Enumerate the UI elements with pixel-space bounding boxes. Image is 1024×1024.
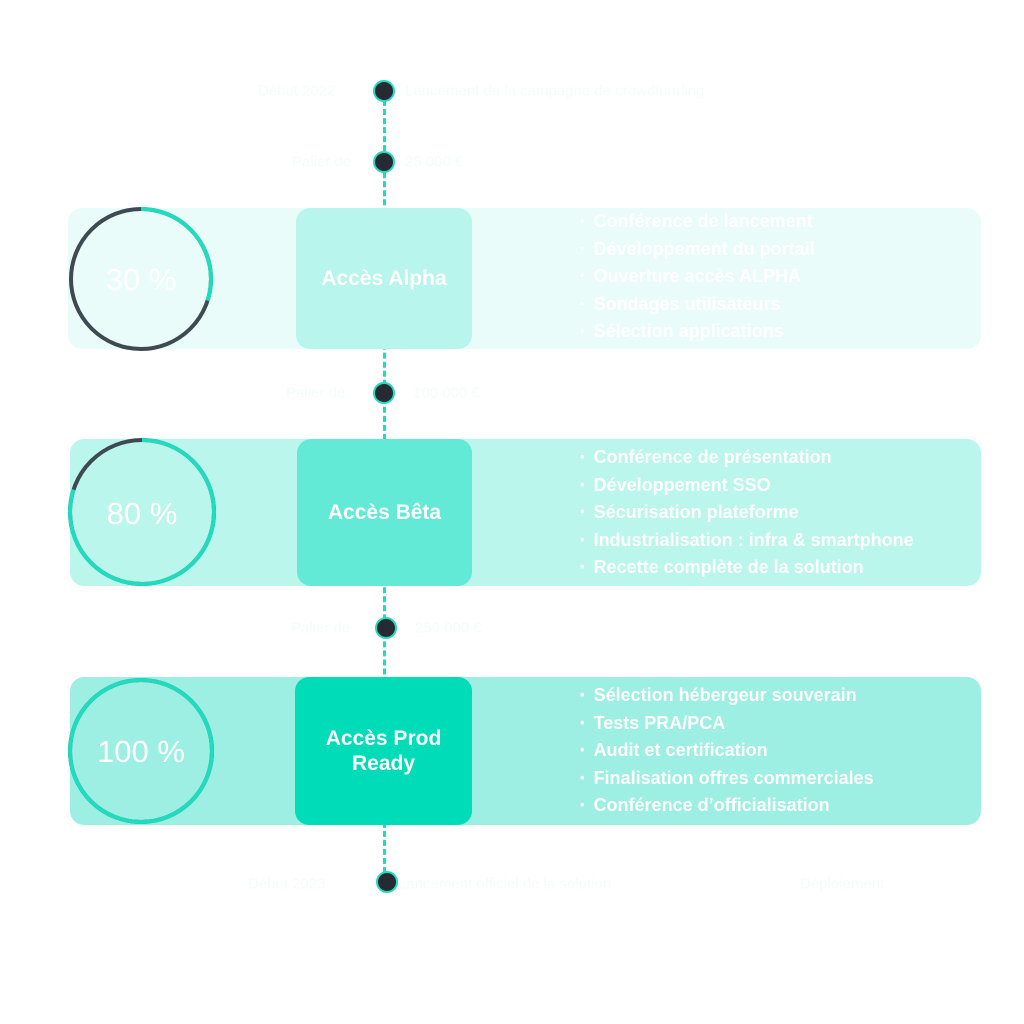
- timeline-dot: [375, 617, 397, 639]
- task-item: Conférence de lancement: [580, 208, 815, 236]
- milestone-extra: Déploiement: [800, 875, 885, 893]
- task-item: Sécurisation plateforme: [580, 499, 914, 527]
- progress-ring: [68, 678, 214, 824]
- phase-task-list: Conférence de lancement Développement du…: [580, 208, 815, 346]
- task-item: Conférence d’officialisation: [580, 792, 874, 820]
- timeline-dot: [373, 382, 395, 404]
- progress-ring: [68, 438, 216, 586]
- task-item: Industrialisation : infra & smartphone: [580, 527, 914, 555]
- phase-card-beta: 80 % Accès Bêta Conférence de présentati…: [68, 438, 981, 586]
- phase-task-list: Conférence de présentation Développement…: [580, 444, 914, 582]
- milestone-label: Lancement de la campagne de crowdfunding: [405, 82, 705, 100]
- task-item: Recette complète de la solution: [580, 554, 914, 582]
- phase-title: Accès Bêta: [327, 501, 442, 524]
- progress-label: 80 %: [106, 496, 178, 531]
- phase-task-list: Sélection hébergeur souverain Tests PRA/…: [580, 682, 874, 820]
- task-item: Conférence de présentation: [580, 444, 914, 472]
- progress-ring: [69, 207, 213, 351]
- milestone-label: Lancement officiel de la solution: [398, 875, 612, 893]
- milestone-date: Palier de: [292, 153, 352, 171]
- phase-card-prod: 100 % Accès Prod Ready Sélection héberge…: [68, 677, 981, 825]
- ring-fill: [68, 438, 216, 586]
- task-item: Ouverture accès ALPHA: [580, 263, 815, 291]
- milestone-date: Palier de: [291, 619, 351, 637]
- task-item: Développement SSO: [580, 472, 914, 500]
- task-item: Sélection applications: [580, 318, 815, 346]
- phase-title: Accès Alpha: [321, 267, 447, 290]
- ring-fill: [68, 678, 214, 824]
- task-item: Développement du portail: [580, 236, 815, 264]
- task-item: Finalisation offres commerciales: [580, 765, 874, 793]
- progress-label: 30 %: [105, 262, 177, 297]
- task-item: Sondages utilisateurs: [580, 291, 815, 319]
- milestone-date: Palier de: [286, 384, 346, 402]
- ring-fill: [69, 207, 213, 351]
- timeline-dot: [373, 80, 395, 102]
- task-item: Tests PRA/PCA: [580, 710, 874, 738]
- milestone-label: 100 000 €: [413, 384, 480, 402]
- task-item: Sélection hébergeur souverain: [580, 682, 874, 710]
- phase-title-box: Accès Alpha: [296, 208, 472, 349]
- timeline-dot: [373, 151, 395, 173]
- milestone-date: Début 2023: [248, 875, 326, 893]
- task-item: Audit et certification: [580, 737, 874, 765]
- milestone-date: Début 2022: [258, 82, 336, 100]
- milestone-label: 250 000 €: [415, 619, 482, 637]
- milestone-label: 25 000 €: [405, 153, 464, 171]
- timeline-dot: [376, 871, 398, 893]
- phase-title: Accès Prod Ready: [325, 727, 442, 775]
- phase-title-box: Accès Prod Ready: [295, 677, 472, 825]
- phase-card-alpha: 30 % Accès Alpha Conférence de lancement…: [68, 207, 981, 351]
- progress-label: 100 %: [97, 734, 185, 769]
- phase-title-box: Accès Bêta: [297, 439, 472, 586]
